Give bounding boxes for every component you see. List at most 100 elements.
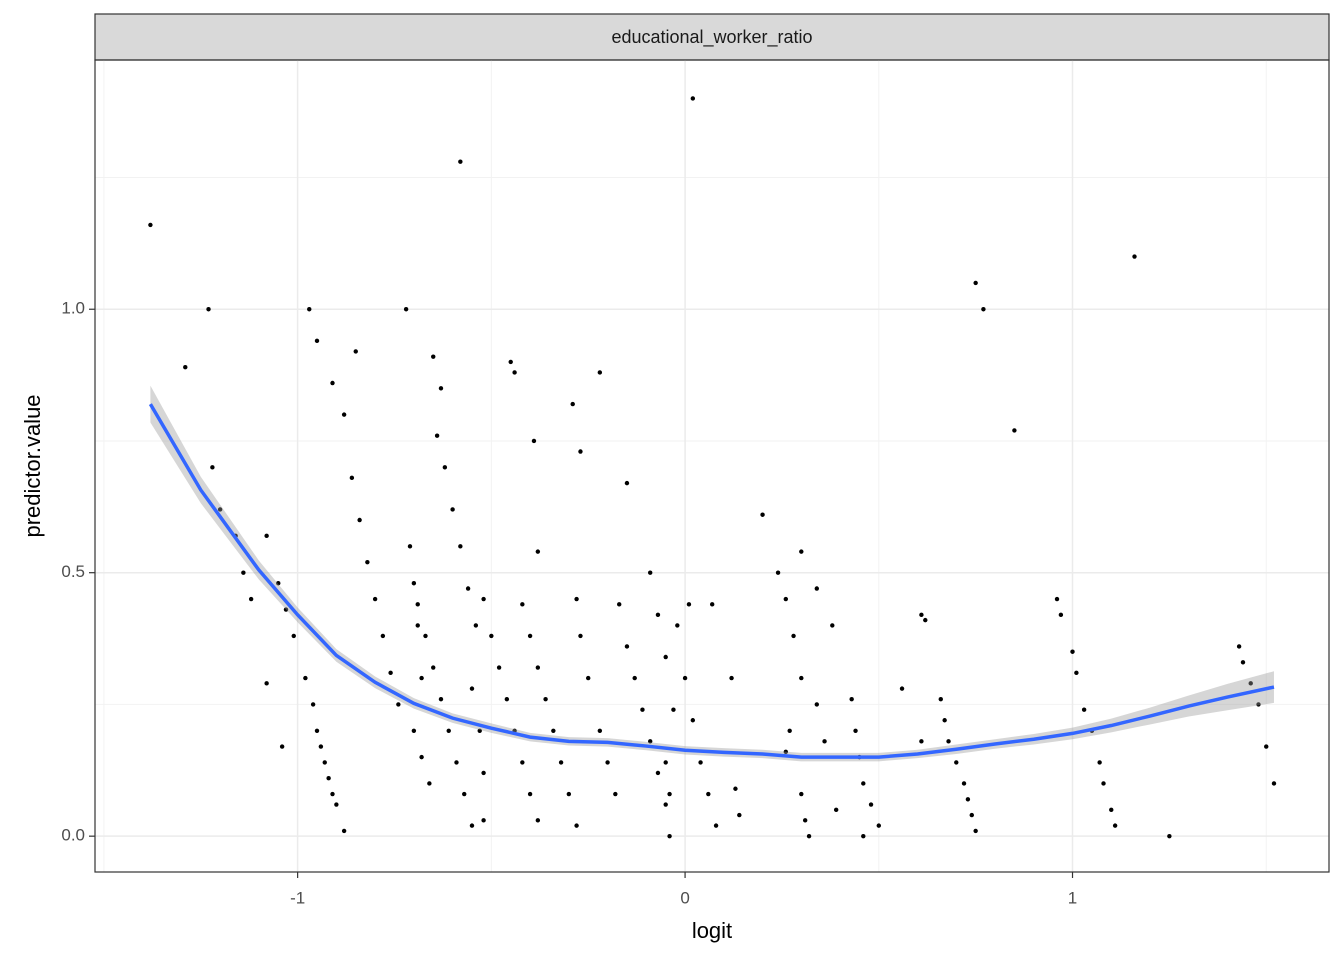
point: [415, 623, 420, 628]
point: [458, 544, 463, 549]
point: [775, 570, 781, 575]
point: [442, 465, 448, 470]
point: [279, 744, 285, 749]
point: [783, 596, 789, 602]
point: [330, 791, 335, 797]
point: [264, 533, 269, 539]
point: [248, 596, 254, 602]
point: [303, 675, 308, 681]
point: [419, 754, 424, 760]
point: [597, 370, 603, 375]
point: [341, 828, 347, 834]
point: [276, 581, 281, 586]
point: [849, 696, 854, 702]
point: [543, 696, 548, 702]
point: [814, 702, 820, 707]
point: [799, 675, 804, 681]
point: [210, 465, 215, 470]
point: [535, 818, 541, 823]
point: [365, 559, 370, 565]
point: [899, 686, 905, 691]
point: [698, 760, 703, 765]
point: [938, 696, 943, 702]
point: [310, 702, 316, 707]
x-axis-label: logit: [692, 918, 732, 943]
point: [1132, 254, 1137, 259]
point: [919, 612, 924, 618]
point: [578, 633, 583, 639]
point: [531, 438, 537, 444]
point: [462, 791, 467, 797]
point: [307, 307, 312, 312]
point: [578, 449, 583, 454]
point: [791, 633, 796, 639]
point: [954, 760, 959, 765]
point: [477, 728, 482, 733]
point: [919, 739, 924, 744]
point: [217, 507, 223, 512]
point: [799, 791, 804, 797]
point: [690, 718, 696, 723]
point: [868, 802, 874, 807]
point: [787, 728, 792, 733]
point: [183, 365, 188, 370]
point: [574, 823, 579, 828]
point: [1101, 781, 1106, 786]
point: [969, 812, 974, 818]
point: [671, 707, 676, 712]
point: [415, 602, 420, 607]
point: [640, 707, 645, 712]
point: [353, 349, 358, 354]
point: [330, 380, 335, 386]
point: [403, 307, 409, 312]
x-tick-label: 0: [680, 888, 689, 907]
point: [833, 807, 839, 813]
point: [512, 370, 517, 375]
point: [481, 818, 486, 823]
point: [264, 681, 269, 686]
point: [411, 728, 417, 733]
point: [667, 833, 672, 839]
point: [148, 222, 153, 228]
panel-border: [94, 59, 1330, 873]
point: [709, 602, 715, 607]
point: [973, 828, 978, 834]
point: [861, 833, 866, 839]
point: [1240, 660, 1246, 665]
point: [558, 760, 564, 765]
point: [473, 623, 479, 628]
point: [597, 728, 603, 733]
point: [613, 791, 618, 797]
point: [535, 665, 541, 670]
point: [508, 359, 513, 365]
point: [1271, 781, 1277, 786]
point: [686, 602, 692, 607]
point: [326, 776, 331, 781]
marks: [148, 96, 1277, 839]
y-axis-label: predictor.value: [20, 394, 45, 537]
point: [1167, 833, 1172, 839]
point: [407, 544, 413, 549]
point: [648, 739, 653, 744]
point: [1236, 644, 1242, 649]
point: [431, 665, 436, 670]
point: [617, 602, 622, 607]
strip: [94, 13, 1330, 61]
point: [663, 654, 668, 660]
point: [535, 549, 541, 554]
point: [314, 338, 320, 344]
point: [876, 823, 881, 828]
point: [206, 307, 211, 312]
point: [1248, 681, 1253, 686]
point: [322, 760, 327, 765]
point: [341, 412, 347, 417]
axes: -1 0 1 0.0 0.5 1.0: [61, 299, 1077, 908]
point: [675, 623, 680, 628]
point: [861, 781, 866, 786]
point: [783, 749, 789, 755]
point: [760, 512, 765, 517]
point: [729, 675, 734, 681]
point: [806, 833, 812, 839]
